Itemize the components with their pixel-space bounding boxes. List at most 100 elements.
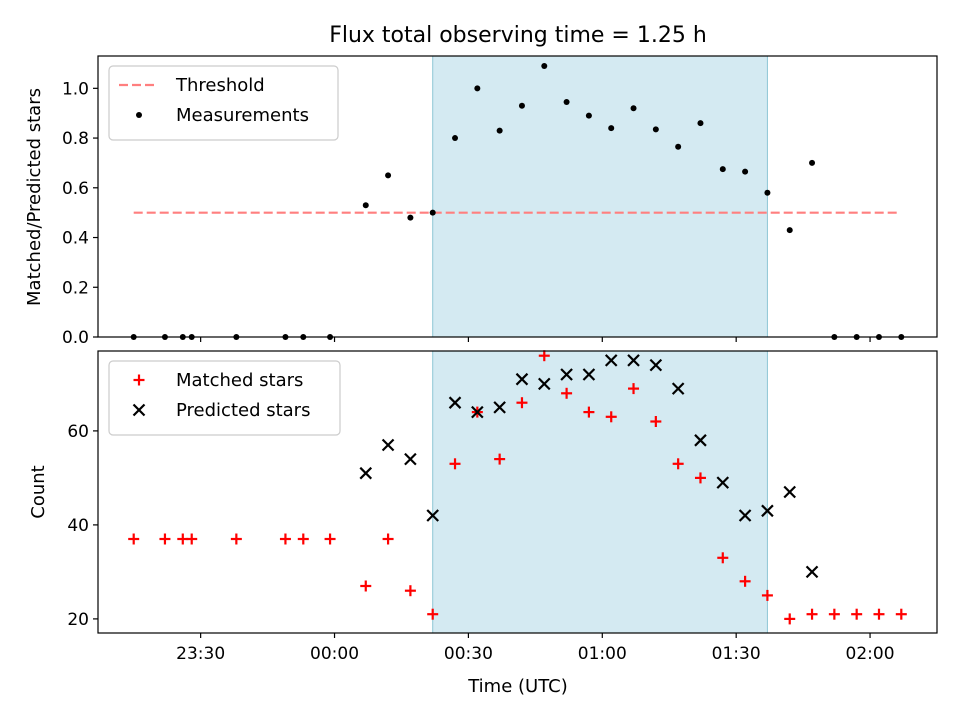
highlight-span bbox=[432, 55, 768, 338]
data-point-0-23 bbox=[694, 472, 706, 484]
data-point-0-26 bbox=[761, 589, 773, 601]
x-tick-label-1: 00:00 bbox=[310, 644, 359, 664]
legend-swatch-0 bbox=[133, 374, 145, 386]
data-point-0-23 bbox=[697, 120, 704, 127]
data-point-0-24 bbox=[719, 166, 726, 173]
data-point-0-21 bbox=[652, 126, 659, 133]
data-point-0-25 bbox=[739, 575, 751, 587]
data-point-0-10 bbox=[404, 585, 416, 597]
y-tick-label-3: 0.6 bbox=[62, 179, 89, 199]
y-tick-label-2: 60 bbox=[67, 422, 89, 442]
data-point-0-16 bbox=[541, 62, 548, 69]
data-point-1-14 bbox=[671, 382, 685, 395]
data-point-0-13 bbox=[474, 85, 481, 92]
data-point-0-8 bbox=[362, 202, 369, 209]
data-point-0-17 bbox=[563, 99, 570, 106]
data-point-0-28 bbox=[809, 159, 816, 166]
data-point-0-17 bbox=[561, 387, 573, 399]
data-point-1-11 bbox=[604, 354, 618, 367]
data-point-0-0 bbox=[128, 533, 140, 545]
data-point-0-5 bbox=[279, 533, 291, 545]
data-point-0-19 bbox=[605, 411, 617, 423]
x-tick-label-4: 01:30 bbox=[712, 644, 761, 664]
bottom-axes-frame bbox=[97, 350, 938, 634]
y-tick-label-1: 0.2 bbox=[62, 278, 89, 298]
data-point-1-20 bbox=[805, 565, 819, 579]
data-point-1-16 bbox=[716, 476, 730, 489]
data-point-0-12 bbox=[449, 458, 461, 470]
data-point-0-29 bbox=[828, 608, 840, 620]
data-point-1-17 bbox=[738, 509, 752, 522]
data-point-0-11 bbox=[429, 209, 436, 216]
data-point-1-10 bbox=[582, 368, 596, 381]
data-point-0-31 bbox=[873, 608, 885, 620]
x-tick-label-3: 01:00 bbox=[578, 644, 627, 664]
data-point-0-22 bbox=[672, 458, 684, 470]
series-1 bbox=[359, 354, 819, 579]
legend-swatch-1 bbox=[136, 112, 142, 118]
x-axis-label: Time (UTC) bbox=[467, 676, 568, 697]
data-point-1-19 bbox=[783, 485, 797, 499]
data-point-0-20 bbox=[628, 383, 640, 395]
highlight-span bbox=[432, 350, 768, 634]
data-point-1-3 bbox=[426, 509, 439, 522]
data-point-0-16 bbox=[538, 350, 550, 362]
x-tick-label-5: 02:00 bbox=[846, 644, 895, 664]
y-tick-label-1: 40 bbox=[67, 516, 89, 536]
series-0 bbox=[128, 350, 907, 625]
data-point-0-24 bbox=[717, 552, 729, 564]
data-point-1-13 bbox=[649, 358, 663, 372]
data-point-0-14 bbox=[494, 453, 506, 465]
chart-title: Flux total observing time = 1.25 h bbox=[329, 23, 707, 48]
data-point-1-4 bbox=[448, 396, 462, 409]
data-point-0-15 bbox=[516, 397, 528, 409]
data-point-0-21 bbox=[650, 416, 662, 427]
data-point-0-9 bbox=[382, 533, 394, 545]
data-point-0-12 bbox=[452, 135, 459, 142]
legend-label-0: Threshold bbox=[175, 75, 265, 96]
data-point-0-15 bbox=[518, 102, 525, 109]
y-tick-label-0: 20 bbox=[67, 610, 89, 630]
top-y-axis-label: Matched/Predicted stars bbox=[24, 88, 45, 306]
data-point-0-8 bbox=[360, 580, 372, 592]
y-tick-label-5: 1.0 bbox=[62, 79, 89, 99]
top-panel: 0.0 0.2 0.4 0.6 0.8 1.0 Threshold Measurements bbox=[62, 55, 938, 348]
data-point-0-32 bbox=[895, 608, 907, 620]
data-point-1-9 bbox=[560, 368, 573, 381]
data-point-1-0 bbox=[359, 466, 373, 480]
data-point-0-19 bbox=[608, 125, 615, 132]
legend-label-0: Matched stars bbox=[176, 370, 303, 391]
legend-label-1: Predicted stars bbox=[176, 400, 310, 421]
data-point-0-4 bbox=[230, 533, 242, 545]
bottom-y-axis-label: Count bbox=[28, 465, 49, 518]
x-tick-label-2: 00:30 bbox=[444, 644, 493, 664]
data-point-0-27 bbox=[786, 227, 793, 234]
data-point-1-18 bbox=[761, 504, 774, 518]
data-point-1-7 bbox=[515, 372, 529, 386]
data-point-1-2 bbox=[404, 452, 417, 466]
data-point-0-11 bbox=[427, 608, 439, 620]
y-tick-label-2: 0.4 bbox=[62, 229, 89, 249]
data-point-0-27 bbox=[784, 613, 796, 625]
data-point-1-1 bbox=[381, 438, 395, 452]
legend-label-1: Measurements bbox=[176, 105, 309, 126]
x-tick-label-0: 23:30 bbox=[176, 644, 225, 664]
data-point-0-18 bbox=[583, 406, 595, 418]
data-point-0-6 bbox=[297, 533, 309, 545]
data-point-0-22 bbox=[675, 143, 682, 150]
data-point-0-10 bbox=[407, 214, 414, 221]
legend-box bbox=[108, 360, 341, 436]
bottom-panel: 20 40 60 23:30 00:00 00:30 01:00 01:30 02:00 Matc… bbox=[67, 350, 938, 664]
data-point-1-15 bbox=[694, 434, 707, 447]
data-point-1-8 bbox=[537, 377, 551, 391]
y-tick-label-4: 0.8 bbox=[62, 129, 89, 149]
series-0 bbox=[130, 62, 905, 340]
data-point-1-6 bbox=[493, 401, 506, 414]
data-point-0-20 bbox=[630, 105, 637, 112]
legend-top: Threshold Measurements bbox=[108, 65, 339, 141]
legend-box bbox=[108, 65, 339, 141]
data-point-0-26 bbox=[764, 189, 771, 196]
data-point-0-3 bbox=[186, 533, 198, 545]
data-point-1-5 bbox=[471, 405, 484, 419]
legend-swatch-1 bbox=[132, 403, 146, 417]
